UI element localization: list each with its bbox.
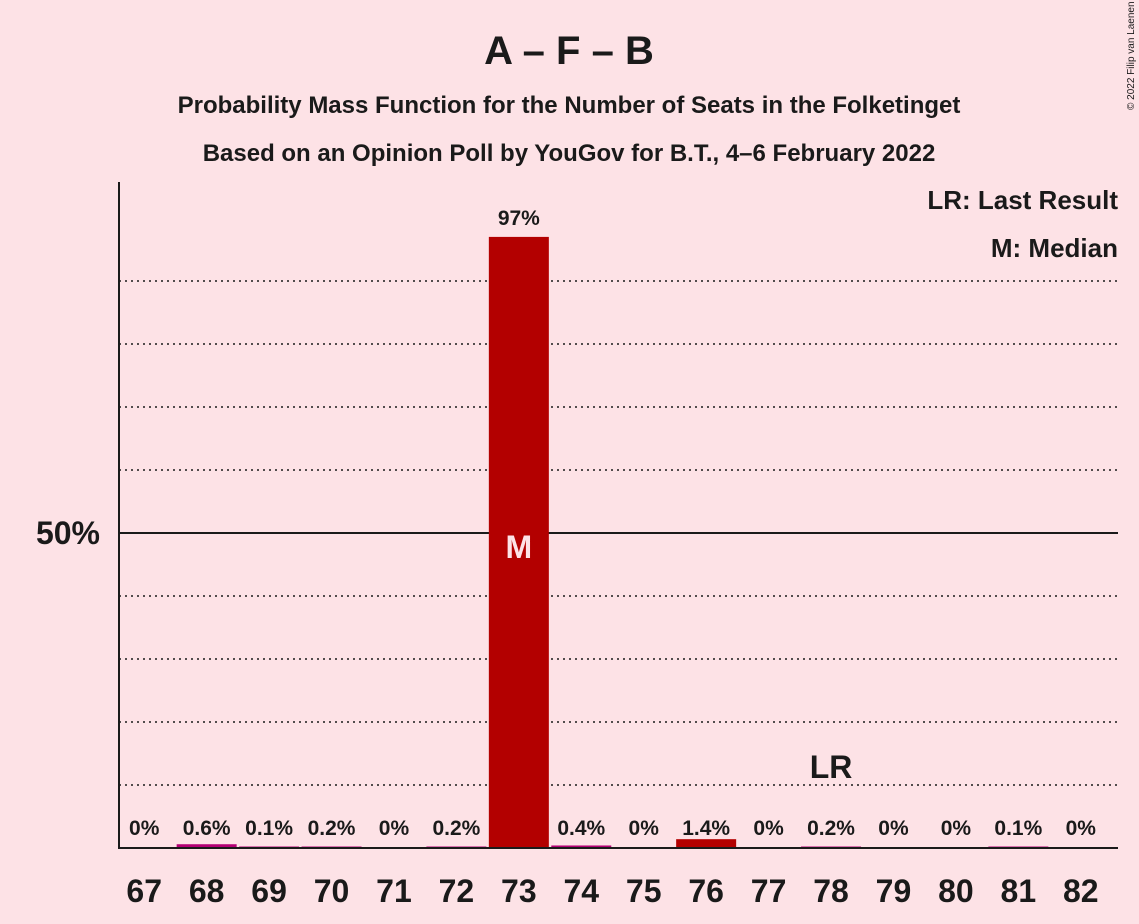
data-label-77: 0% <box>753 817 784 840</box>
data-label-71: 0% <box>379 817 410 840</box>
data-label-67: 0% <box>129 817 160 840</box>
bars <box>176 236 1049 848</box>
bar-76 <box>676 839 737 848</box>
data-label-68: 0.6% <box>183 817 231 840</box>
data-label-70: 0.2% <box>308 817 356 840</box>
data-label-78: 0.2% <box>807 817 855 840</box>
y-tick-label: 50% <box>36 515 100 551</box>
median-marker: M <box>506 529 533 565</box>
x-tick-label-75: 75 <box>626 873 662 909</box>
x-axis-ticks: 67 68 69 70 71 72 73 74 75 76 77 78 79 80 81 82 <box>126 873 1098 909</box>
data-label-75: 0% <box>629 817 660 840</box>
legend-last-result: LR: Last Result <box>927 185 1118 215</box>
x-tick-label-76: 76 <box>688 873 724 909</box>
chart-title: A – F – B <box>484 29 654 73</box>
bar-73 <box>488 236 549 848</box>
x-tick-label-70: 70 <box>314 873 350 909</box>
data-label-73: 97% <box>498 207 540 230</box>
x-tick-label-73: 73 <box>501 873 537 909</box>
x-tick-label-80: 80 <box>938 873 974 909</box>
y-axis-ticks: 50% <box>36 515 1118 551</box>
legend-median: M: Median <box>991 233 1118 263</box>
x-tick-label-67: 67 <box>126 873 162 909</box>
x-tick-label-68: 68 <box>189 873 225 909</box>
x-tick-label-77: 77 <box>751 873 787 909</box>
data-label-74: 0.4% <box>557 817 605 840</box>
gridlines <box>119 280 1118 786</box>
data-label-76: 1.4% <box>682 817 730 840</box>
x-tick-label-82: 82 <box>1063 873 1099 909</box>
copyright-text: © 2022 Filip van Laenen <box>1126 1 1137 110</box>
x-tick-label-81: 81 <box>1001 873 1037 909</box>
data-label-79: 0% <box>878 817 909 840</box>
markers: M LR <box>506 529 853 785</box>
chart-subtitle-2: Based on an Opinion Poll by YouGov for B… <box>203 140 936 167</box>
x-tick-label-79: 79 <box>876 873 912 909</box>
data-label-82: 0% <box>1066 817 1097 840</box>
x-tick-label-72: 72 <box>439 873 475 909</box>
data-label-72: 0.2% <box>432 817 480 840</box>
data-label-81: 0.1% <box>994 817 1042 840</box>
x-tick-label-78: 78 <box>813 873 849 909</box>
bar-74 <box>551 845 612 848</box>
data-label-69: 0.1% <box>245 817 293 840</box>
data-labels: 0% 0.6% 0.1% 0.2% 0% 0.2% 97% 0.4% 0% 1.4% 0% 0.2% 0… <box>129 207 1096 840</box>
x-tick-label-71: 71 <box>376 873 412 909</box>
last-result-marker: LR <box>810 749 853 785</box>
bar-68 <box>176 844 237 848</box>
data-label-80: 0% <box>941 817 972 840</box>
x-tick-label-74: 74 <box>563 873 599 909</box>
chart-subtitle: Probability Mass Function for the Number… <box>178 92 961 119</box>
x-tick-label-69: 69 <box>251 873 287 909</box>
